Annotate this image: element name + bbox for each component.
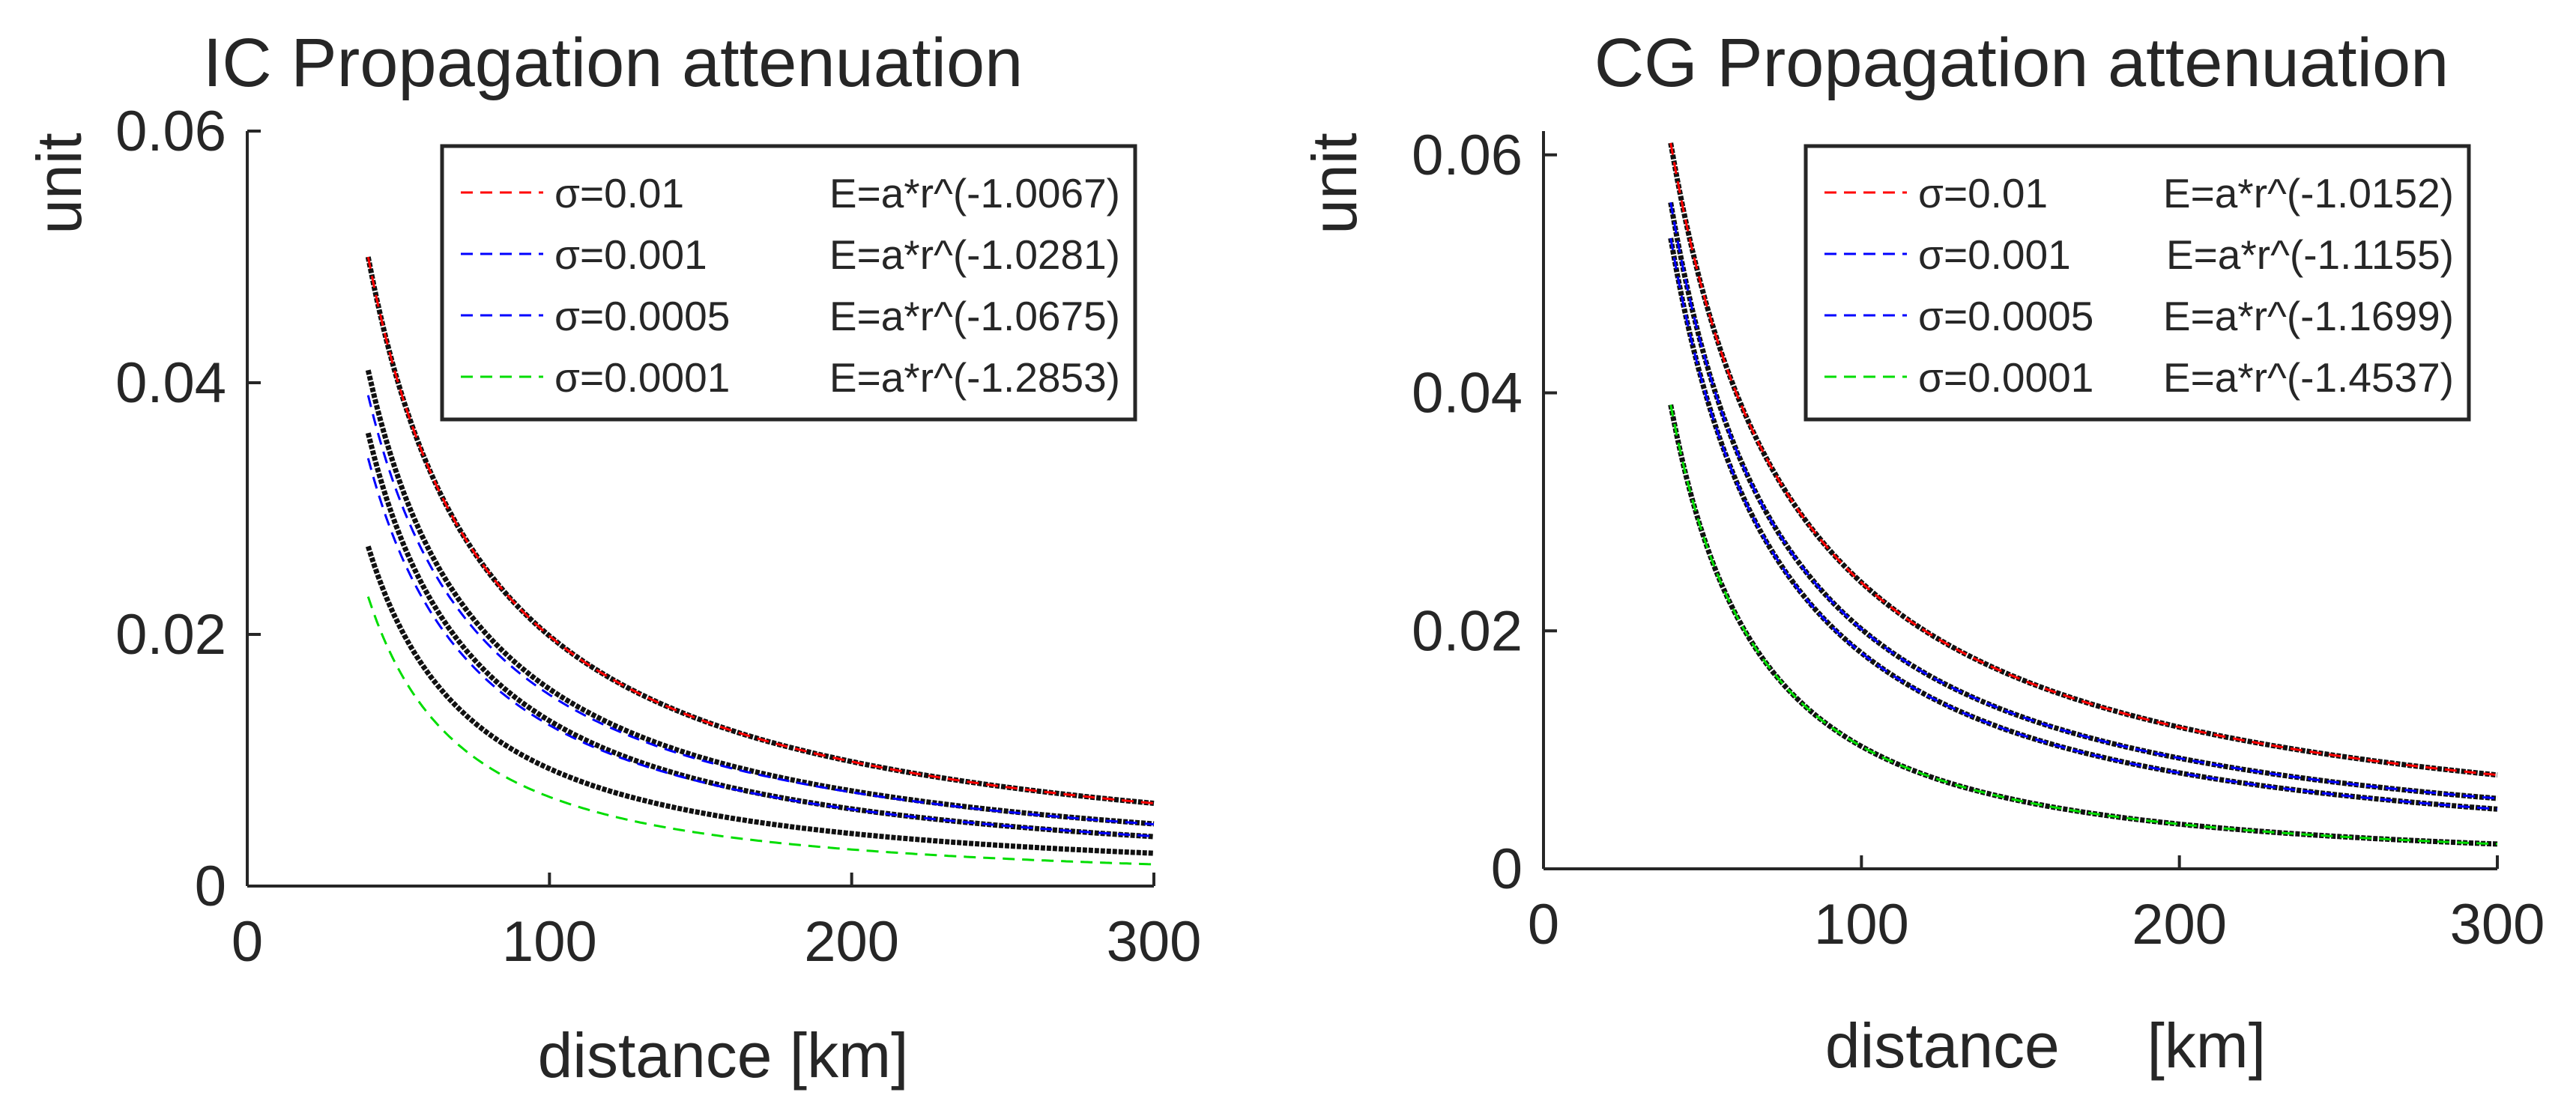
x-tick-label: 0 — [1528, 893, 1559, 956]
x-axis-label: distance [km] — [538, 1020, 909, 1091]
measured-curve — [365, 545, 1155, 856]
measured-curve — [365, 369, 1155, 827]
y-axis-label: unit — [1299, 133, 1370, 234]
y-tick-label: 0.04 — [115, 351, 226, 415]
legend-series-name: σ=0.01 — [554, 170, 684, 216]
fit-curve-2 — [366, 458, 1155, 837]
fit-curve-3 — [366, 596, 1155, 866]
legend-fit-label: E=a*r^(-1.4537) — [2163, 354, 2454, 401]
fit-curve-1 — [366, 395, 1155, 825]
x-axis-label: distance [km] — [1825, 1010, 2266, 1081]
cg-attenuation-chart: CG Propagation attenuation unit distance… — [1299, 25, 2545, 1081]
legend-series-name: σ=0.0005 — [1918, 293, 2093, 339]
fit-curve-1 — [1669, 202, 2498, 800]
legend-box — [440, 144, 1137, 422]
legend-fit-label: E=a*r^(-1.0675) — [829, 293, 1120, 339]
y-tick-label: 0.04 — [1412, 362, 1523, 425]
y-tick-label: 0.06 — [115, 100, 226, 163]
x-tick-label: 100 — [502, 910, 597, 974]
y-tick-label: 0 — [1491, 837, 1523, 901]
legend-series-name: σ=0.0001 — [1918, 354, 2093, 401]
y-tick-label: 0.06 — [1412, 124, 1523, 187]
y-axis-label: unit — [24, 133, 94, 234]
x-tick-label: 200 — [804, 910, 899, 974]
fit-curve-0 — [366, 256, 1155, 804]
x-tick-label: 300 — [1107, 910, 1202, 974]
fit-curve-0 — [1669, 142, 2498, 777]
x-tick-label: 100 — [1814, 893, 1909, 956]
y-tick-label: 0.02 — [115, 603, 226, 667]
measured-curve — [1668, 404, 2498, 847]
legend: σ=0.01 E=a*r^(-1.0152) σ=0.001 E=a*r^(-1.11… — [1803, 144, 2471, 422]
y-tick-label: 0.02 — [1412, 599, 1523, 663]
legend-series-name: σ=0.0005 — [554, 293, 730, 339]
chart-title: IC Propagation attenuation — [203, 25, 1024, 101]
legend-fit-label: E=a*r^(-1.0152) — [2163, 170, 2454, 216]
legend-series-name: σ=0.0001 — [554, 354, 730, 401]
x-tick-label: 300 — [2450, 893, 2545, 956]
legend-fit-label: E=a*r^(-1.1699) — [2163, 293, 2454, 339]
x-tick-label: 0 — [232, 910, 263, 974]
legend-series-name: σ=0.01 — [1918, 170, 2048, 216]
legend-fit-label: E=a*r^(-1.0281) — [829, 231, 1120, 278]
fit-curve-2 — [1669, 237, 2498, 810]
legend-fit-label: E=a*r^(-1.0067) — [829, 170, 1120, 216]
legend-box — [1803, 144, 2471, 422]
ic-attenuation-chart: IC Propagation attenuation unit distance… — [24, 25, 1201, 1091]
x-tick-label: 200 — [2132, 893, 2227, 956]
fit-curve-3 — [1669, 404, 2498, 846]
legend-fit-label: E=a*r^(-1.1155) — [2166, 231, 2454, 278]
y-tick-label: 0 — [195, 855, 226, 918]
chart-title: CG Propagation attenuation — [1594, 25, 2449, 101]
legend-fit-label: E=a*r^(-1.2853) — [829, 354, 1120, 401]
legend: σ=0.01 E=a*r^(-1.0067) σ=0.001 E=a*r^(-1.02… — [440, 144, 1137, 422]
legend-series-name: σ=0.001 — [1918, 231, 2071, 278]
legend-series-name: σ=0.001 — [554, 231, 707, 278]
